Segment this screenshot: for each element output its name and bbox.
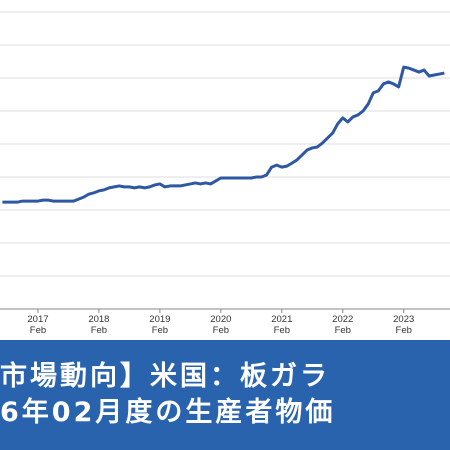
x-tick-label: 2022 Feb [332, 314, 354, 336]
series-line [2, 65, 445, 204]
chart [0, 11, 450, 313]
x-tick-label: 2020 Feb [210, 314, 232, 336]
x-tick-label: 2017 Feb [27, 314, 49, 336]
x-tick-label: 2021 Feb [271, 314, 293, 336]
banner-line: 市場動向】米国：板ガラ [0, 361, 330, 392]
x-tick-label: 2023 Feb [393, 314, 415, 336]
x-tick-label: 2018 Feb [88, 314, 110, 336]
banner-line: 6年02月度の生産者物価 [0, 397, 336, 428]
x-tick-label: 2019 Feb [149, 314, 171, 336]
banner: 市場動向】米国：板ガラ 6年02月度の生産者物価 [0, 340, 450, 450]
